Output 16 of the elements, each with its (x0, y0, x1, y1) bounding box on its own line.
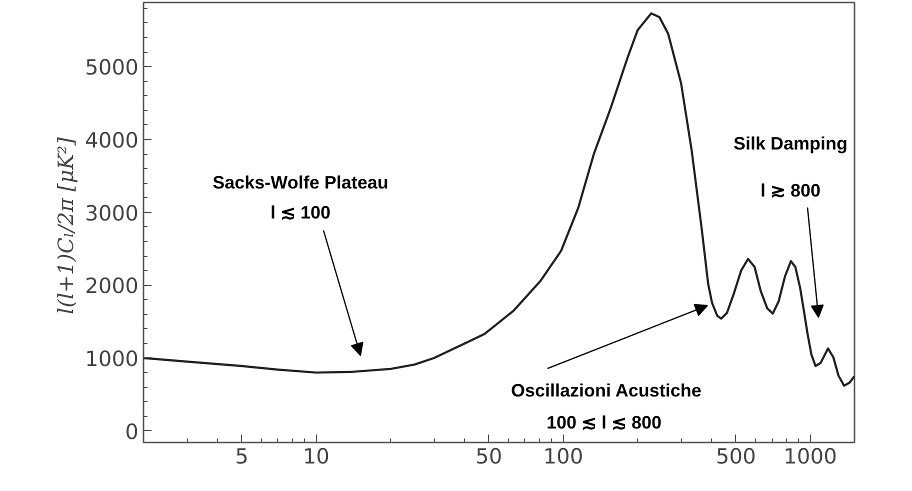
x-tick-label: 5 (235, 444, 249, 468)
y-tick-label: 3000 (85, 201, 139, 226)
y-tick-label: 4000 (85, 128, 139, 152)
y-axis-title: l(l+1)Cₗ/2π [μK²] (54, 136, 78, 314)
text: Silk Damping l ≳ 800 (733, 134, 848, 200)
annotation: Oscillazioni Acustiche 100 ≲ l ≲ 800 (510, 380, 702, 432)
x-tick-label: 500 (716, 444, 756, 468)
x-tick-label: 10 (302, 444, 330, 468)
y-tick-label: 5000 (85, 56, 139, 80)
y-tick-label: 2000 (85, 274, 139, 298)
y-tick-label: 1000 (85, 346, 139, 371)
y-tick-label: 0 (125, 420, 139, 444)
x-tick-label: 1000 (784, 444, 838, 468)
annotation: Sacks-Wolfe Plateau l ≲ 100 (212, 172, 388, 222)
x-tick-label: 50 (476, 444, 502, 468)
x-tick-label: 100 (543, 444, 584, 468)
